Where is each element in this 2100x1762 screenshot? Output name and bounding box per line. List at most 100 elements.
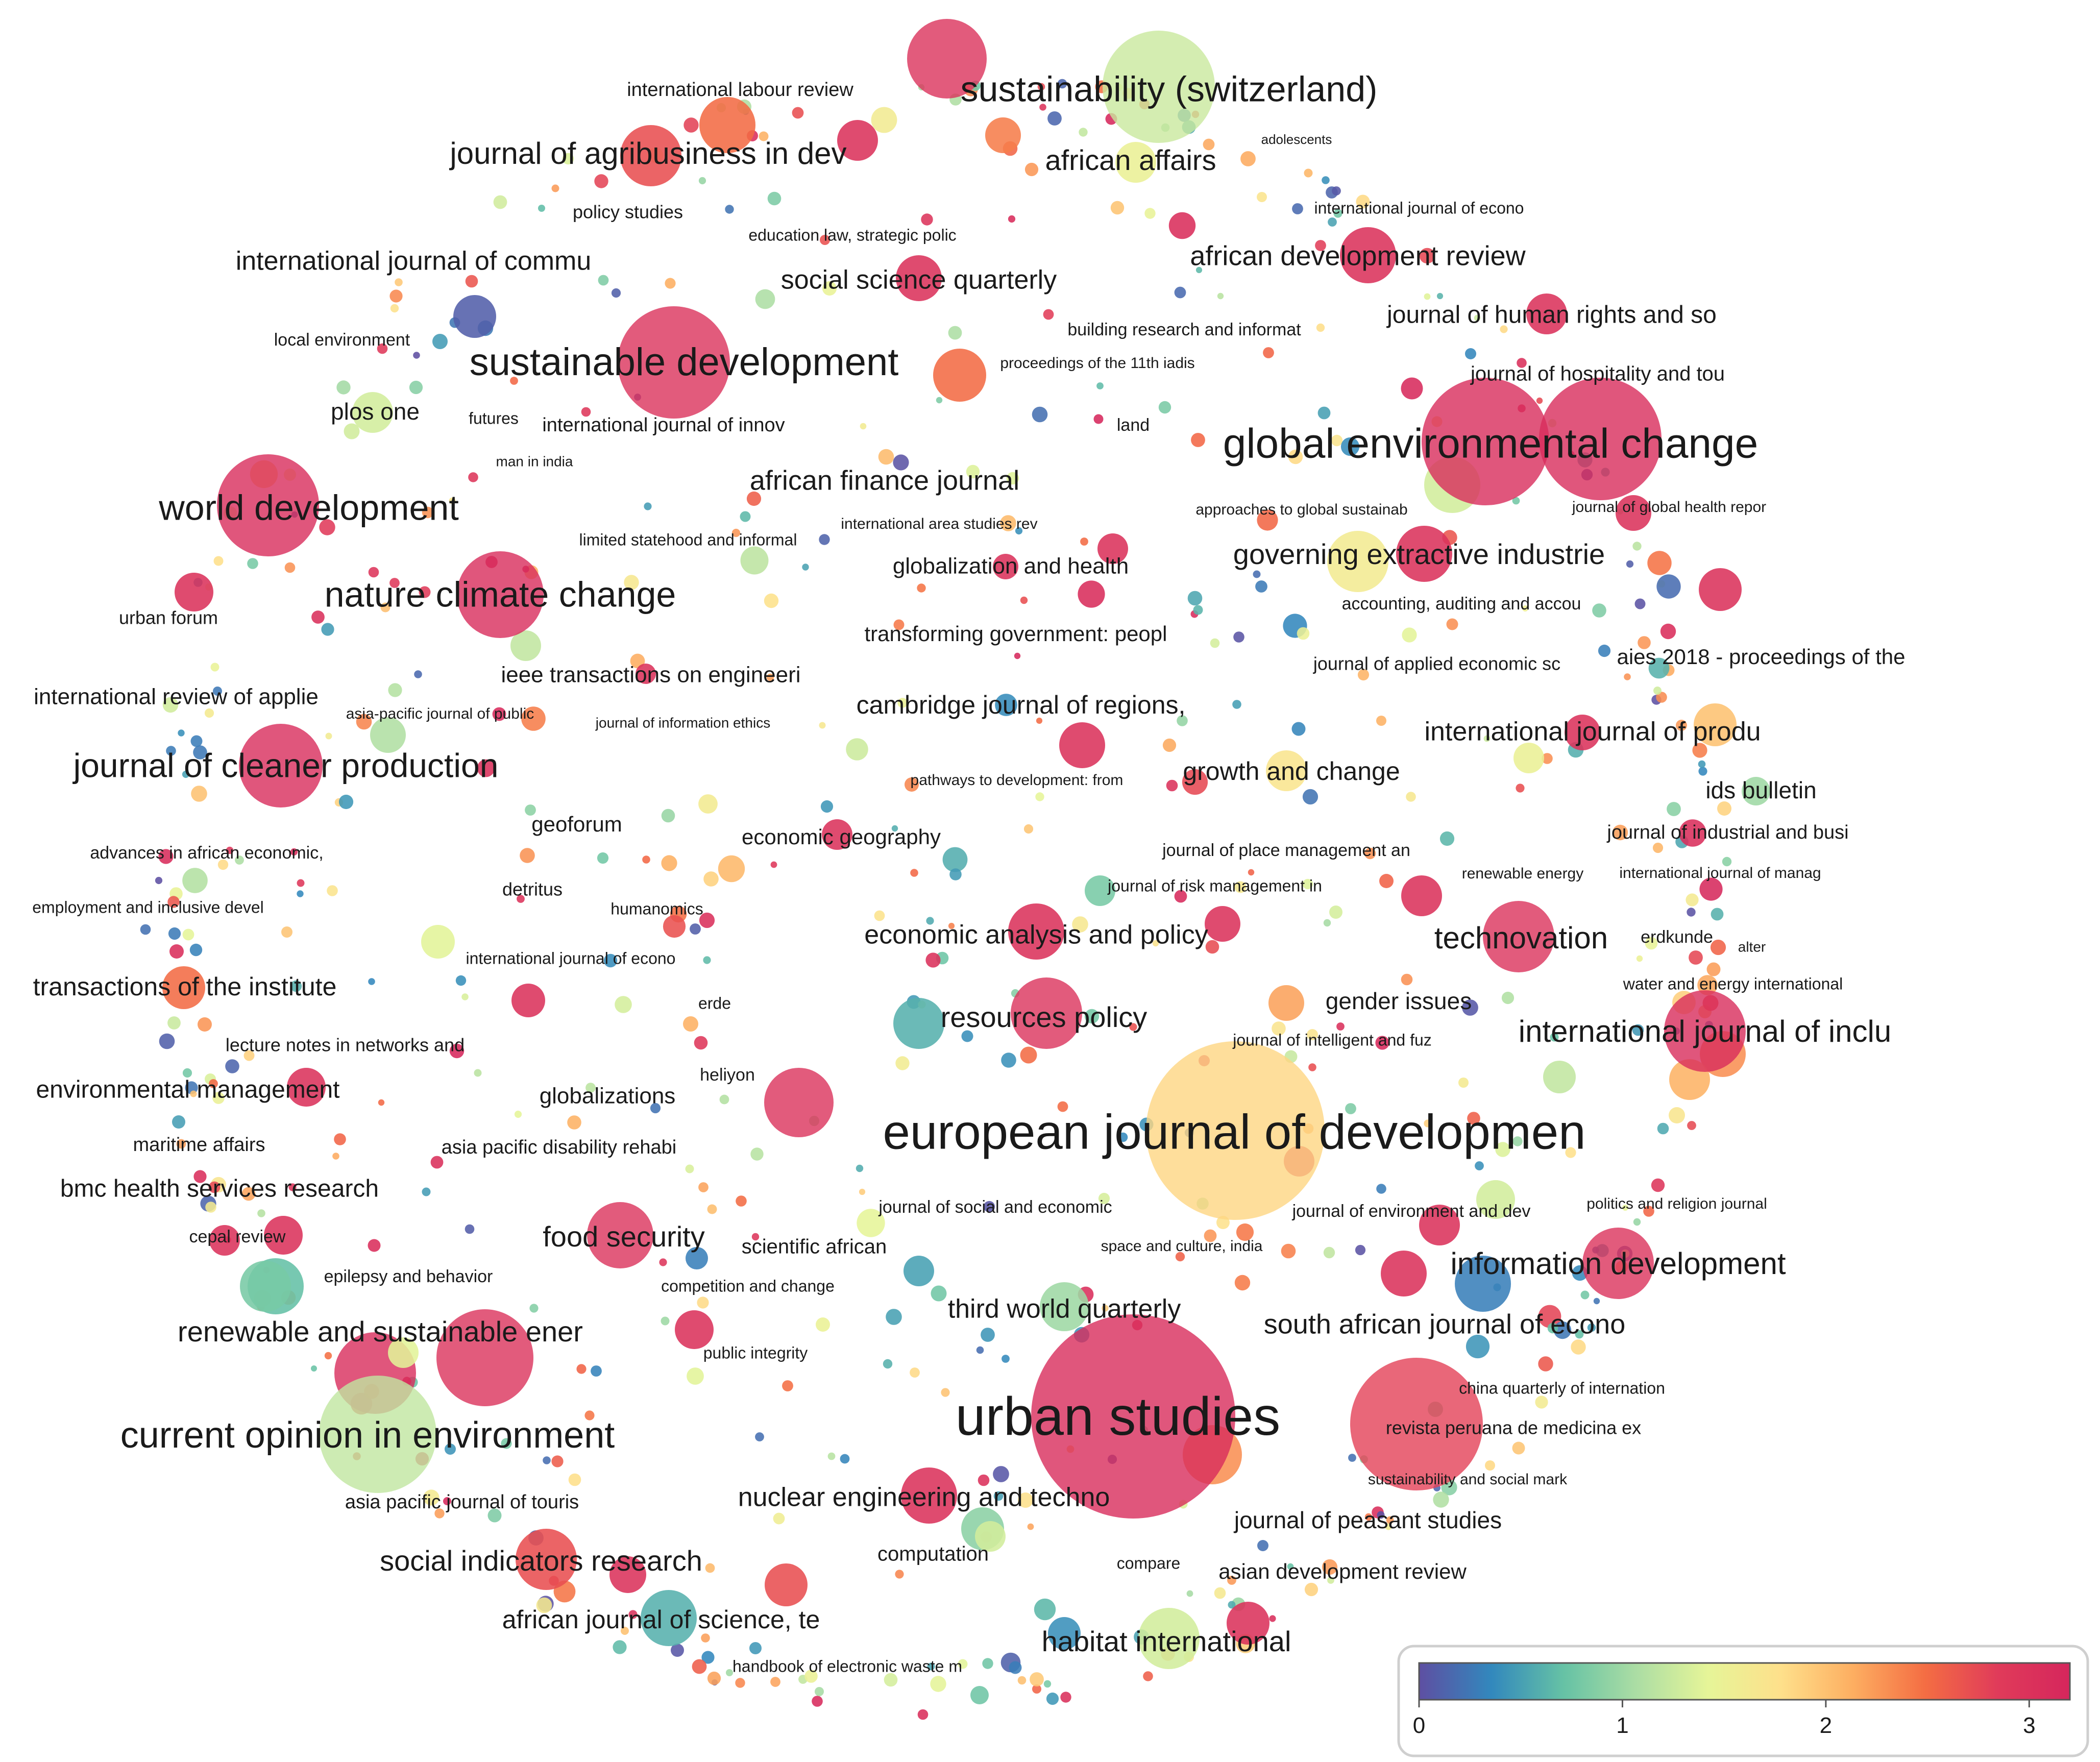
dot-bubble: [332, 1153, 339, 1160]
dot-bubble: [432, 334, 448, 349]
dot-bubble: [430, 1156, 444, 1169]
dot-bubble: [159, 1033, 175, 1049]
dot-bubble: [1287, 1563, 1294, 1570]
dot-bubble: [1015, 527, 1023, 535]
cluster-bubble: [1048, 1617, 1081, 1650]
cluster-bubble: [1227, 1602, 1269, 1645]
journal-label: space and culture, india: [1101, 1238, 1263, 1255]
dot-bubble: [746, 491, 762, 506]
dot-bubble: [378, 1099, 385, 1106]
dot-bubble: [792, 107, 804, 119]
dot-bubble: [1001, 1053, 1016, 1068]
journal-label: journal of applied economic sc: [1313, 653, 1560, 674]
journal-label: competition and change: [661, 1277, 835, 1295]
dot-bubble: [568, 1473, 581, 1486]
dot-bubble: [1501, 991, 1515, 1005]
dot-bubble: [893, 619, 905, 630]
journal-label: international journal of innov: [542, 414, 785, 436]
journal-bubble: [1008, 903, 1064, 960]
dot-bubble: [812, 1696, 823, 1707]
dot-bubble: [1653, 687, 1662, 695]
dot-bubble: [820, 800, 834, 813]
colorbar-legend: 0 1 2 3: [1397, 1645, 2089, 1757]
dot-bubble: [529, 1304, 539, 1313]
dot-bubble: [755, 289, 775, 309]
dot-bubble: [1175, 1252, 1185, 1262]
dot-bubble: [703, 956, 711, 964]
dot-bubble: [1424, 1119, 1432, 1128]
dot-bubble: [538, 205, 545, 212]
dot-bubble: [1057, 1101, 1068, 1112]
dot-bubble: [1255, 580, 1267, 593]
journal-label: journal of industrial and busi: [1606, 822, 1848, 843]
dot-bubble: [707, 1671, 721, 1685]
dot-bubble: [1257, 509, 1278, 531]
dot-bubble: [1302, 878, 1313, 890]
dot-bubble: [1364, 847, 1376, 860]
dot-bubble: [1656, 692, 1667, 703]
dot-bubble: [819, 534, 830, 545]
journal-label: international area studies rev: [841, 516, 1037, 532]
dot-bubble: [948, 326, 962, 340]
cluster-bubble: [1476, 1180, 1515, 1219]
dot-bubble: [750, 1147, 764, 1161]
dot-bubble: [422, 506, 434, 519]
journal-label: journal of information ethics: [595, 715, 770, 730]
dot-bubble: [1297, 627, 1310, 640]
cluster-bubble: [765, 1563, 808, 1606]
dot-bubble: [423, 1489, 439, 1506]
journal-label: european journal of developmen: [883, 1105, 1586, 1159]
journal-label: china quarterly of internation: [1459, 1379, 1665, 1397]
dot-bubble: [1375, 1036, 1389, 1050]
dot-bubble: [434, 1508, 445, 1519]
dot-bubble: [1043, 1680, 1052, 1688]
dot-bubble: [942, 847, 968, 872]
dot-bubble: [671, 1644, 684, 1657]
dot-bubble: [725, 205, 734, 214]
dot-bubble: [1419, 248, 1435, 264]
dot-bubble: [551, 184, 559, 192]
journal-label: lecture notes in networks and: [226, 1035, 465, 1056]
bubble-layer: [140, 19, 1770, 1720]
cluster-bubble: [1059, 722, 1105, 768]
dot-bubble: [755, 1432, 764, 1441]
dot-bubble: [1316, 323, 1325, 332]
journal-label: habitat international: [1042, 1625, 1291, 1657]
journal-label: international journal of commu: [236, 247, 592, 276]
journal-bubble: [1103, 31, 1215, 143]
journal-label: heliyon: [700, 1065, 755, 1085]
journal-label: information development: [1450, 1246, 1786, 1281]
journal-label: african journal of science, te: [502, 1605, 820, 1634]
dot-bubble: [213, 687, 222, 696]
journal-bubble: [993, 554, 1018, 579]
label-layer: sustainability (switzerland) internationa…: [32, 69, 1905, 1675]
dot-bubble: [168, 927, 181, 940]
dot-bubble: [856, 1164, 864, 1172]
dot-bubble: [701, 1633, 710, 1643]
dot-bubble: [1436, 292, 1444, 300]
dot-bubble: [905, 777, 919, 792]
journal-label: international journal of econo: [1314, 199, 1524, 217]
dot-bubble: [1364, 1513, 1373, 1521]
journal-label: local environment: [274, 330, 410, 350]
dot-bubble: [1084, 1009, 1100, 1024]
dot-bubble: [1024, 162, 1039, 177]
dot-bubble: [1376, 1184, 1386, 1194]
dot-bubble: [1020, 596, 1028, 604]
dot-bubble: [1144, 208, 1156, 219]
dot-bubble: [1632, 542, 1642, 551]
dot-bubble: [764, 593, 779, 608]
journal-label: journal of environment and dev: [1292, 1202, 1531, 1221]
colorbar-tick-label: 1: [1616, 1713, 1628, 1738]
dot-bubble: [1032, 1684, 1041, 1694]
dot-bubble: [1385, 1523, 1392, 1530]
dot-bubble: [685, 1164, 694, 1173]
cluster-bubble: [1616, 495, 1651, 531]
dot-bubble: [1687, 908, 1696, 917]
journal-label: international review of applie: [34, 684, 319, 709]
dot-bubble: [878, 449, 894, 465]
dot-bubble: [1018, 1492, 1033, 1508]
journal-label: ids bulletin: [1705, 777, 1816, 803]
dot-bubble: [1158, 401, 1171, 414]
dot-bubble: [802, 564, 809, 571]
